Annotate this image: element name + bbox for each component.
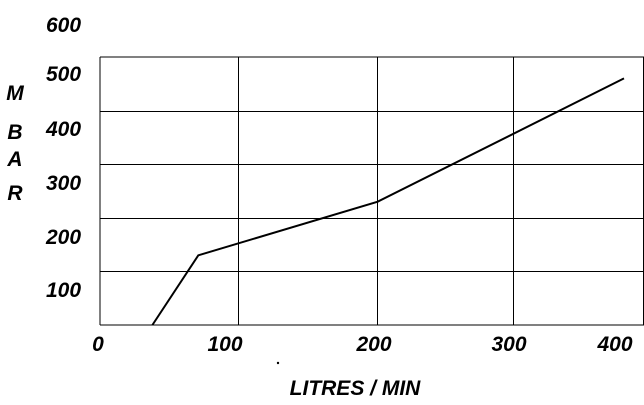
- y-axis-title-letter: B: [7, 121, 22, 144]
- x-axis-title: LITRES / MIN: [290, 377, 422, 400]
- y-tick-label: 200: [45, 226, 81, 249]
- y-tick-label: 400: [45, 118, 81, 141]
- x-tick-label: 400: [596, 333, 632, 356]
- x-tick-label: 0: [92, 333, 104, 356]
- y-tick-label: 100: [46, 279, 81, 302]
- y-tick-labels: 100 200 300 400 500 600: [45, 14, 81, 302]
- y-tick-label: 300: [46, 172, 81, 195]
- x-tick-labels: 0 100 200 300 400: [92, 333, 633, 356]
- x-tick-label: 300: [491, 333, 526, 356]
- y-axis-title-letter: M: [6, 82, 24, 105]
- series-layer: [151, 77, 625, 326]
- y-axis-title-letter: A: [6, 148, 22, 171]
- grid: [99, 56, 644, 326]
- y-axis-title-letter: R: [7, 182, 23, 205]
- x-tick-label: 100: [207, 333, 242, 356]
- series-line-1: [151, 77, 625, 326]
- stray-dot: [276, 361, 280, 365]
- x-tick-label: 200: [355, 333, 391, 356]
- y-tick-label: 500: [46, 63, 81, 86]
- y-tick-label: 600: [46, 14, 81, 37]
